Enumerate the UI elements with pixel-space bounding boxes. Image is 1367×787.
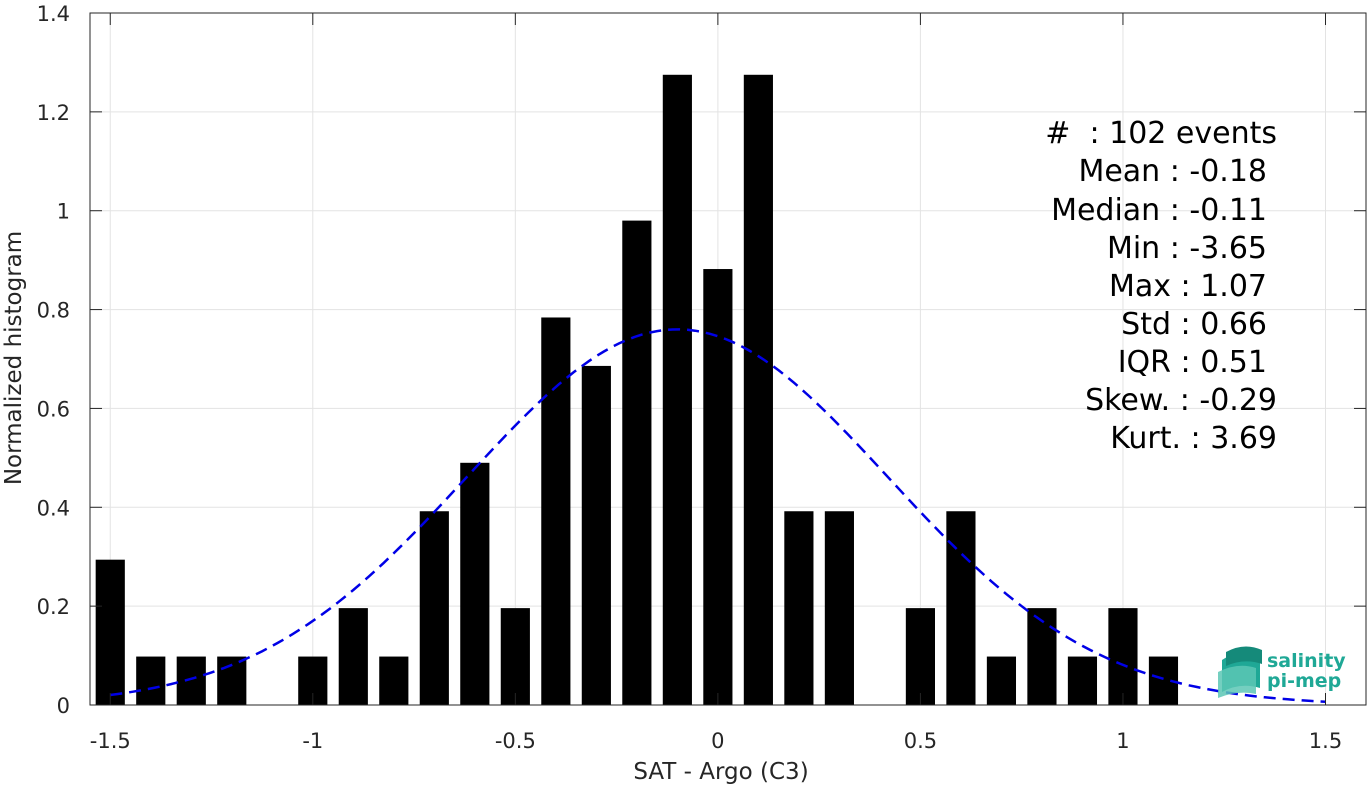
logo-line-1: salinity xyxy=(1267,650,1346,672)
histogram-bar-13 xyxy=(662,74,692,706)
stats-min: Min : -3.65 xyxy=(1107,231,1267,266)
stats-iqr: IQR : 0.51 xyxy=(1118,345,1267,380)
histogram-bar-17 xyxy=(824,511,854,705)
histogram-bar-16 xyxy=(784,511,814,705)
y-tick-label-5: 1 xyxy=(57,200,70,224)
y-tick-label-4: 0.8 xyxy=(37,299,70,323)
histogram-bar-9 xyxy=(500,608,530,705)
stats-count: # : 102 events xyxy=(1045,116,1277,151)
histogram-bar-20 xyxy=(986,656,1017,705)
y-tick-label-3: 0.6 xyxy=(37,397,70,421)
histogram-bar-1 xyxy=(136,656,166,705)
logo-wave-icon xyxy=(1218,646,1262,698)
y-axis-label: Normalized histogram xyxy=(1,231,27,485)
histogram-bar-12 xyxy=(622,220,652,705)
salinity-pi-mep-logo: salinity pi-mep xyxy=(1218,646,1346,698)
x-tick-label-4: 0.5 xyxy=(904,729,937,753)
x-tick-label-0: -1.5 xyxy=(90,729,131,753)
histogram-bar-11 xyxy=(581,365,611,705)
y-tick-label-7: 1.4 xyxy=(37,2,70,26)
x-tick-label-3: 0 xyxy=(711,729,724,753)
logo-line-2: pi-mep xyxy=(1267,670,1341,692)
y-tick-label-2: 0.4 xyxy=(37,496,70,520)
stats-std: Std : 0.66 xyxy=(1121,307,1267,342)
axes-frame xyxy=(89,12,1367,706)
stats-mean: Mean : -0.18 xyxy=(1078,154,1267,189)
y-tick-labels: 0 0.2 0.4 0.6 0.8 1 1.2 1.4 xyxy=(37,2,70,718)
axis-ticks xyxy=(90,12,1366,706)
x-tick-label-2: -0.5 xyxy=(495,729,536,753)
histogram-bar-21 xyxy=(1027,608,1057,705)
histogram-bar-8 xyxy=(460,462,490,705)
y-tick-label-0: 0 xyxy=(57,694,70,718)
stats-max: Max : 1.07 xyxy=(1109,269,1267,304)
histogram-bar-0 xyxy=(95,559,125,705)
histogram-bar-2 xyxy=(176,656,206,705)
histogram-bar-6 xyxy=(379,656,409,705)
histogram-bar-15 xyxy=(743,74,773,706)
histogram-bar-23 xyxy=(1108,608,1138,705)
histogram-bar-19 xyxy=(946,511,976,705)
histogram-bar-10 xyxy=(541,317,571,705)
x-tick-label-5: 1 xyxy=(1116,729,1129,753)
histogram-bar-7 xyxy=(419,511,449,705)
x-tick-label-1: -1 xyxy=(302,729,323,753)
stats-median: Median : -0.11 xyxy=(1051,193,1267,228)
stats-panel: # : 102 events Mean : -0.18 Median : -0.… xyxy=(1045,116,1277,456)
histogram-bar-18 xyxy=(905,608,935,705)
stats-kurt: Kurt. : 3.69 xyxy=(1110,421,1277,456)
histogram-bars xyxy=(95,74,1179,706)
grid-lines xyxy=(90,12,1366,706)
stats-skew: Skew. : -0.29 xyxy=(1085,383,1277,418)
histogram-bar-14 xyxy=(703,269,733,705)
histogram-bar-5 xyxy=(338,608,368,705)
x-tick-labels: -1.5 -1 -0.5 0 0.5 1 1.5 xyxy=(90,729,1342,753)
y-tick-label-6: 1.2 xyxy=(37,101,70,125)
normal-fit-curve xyxy=(110,328,1326,703)
histogram-bar-22 xyxy=(1067,656,1098,705)
x-tick-label-6: 1.5 xyxy=(1309,729,1342,753)
y-tick-label-1: 0.2 xyxy=(37,595,70,619)
x-axis-label: SAT - Argo (C3) xyxy=(633,759,808,785)
